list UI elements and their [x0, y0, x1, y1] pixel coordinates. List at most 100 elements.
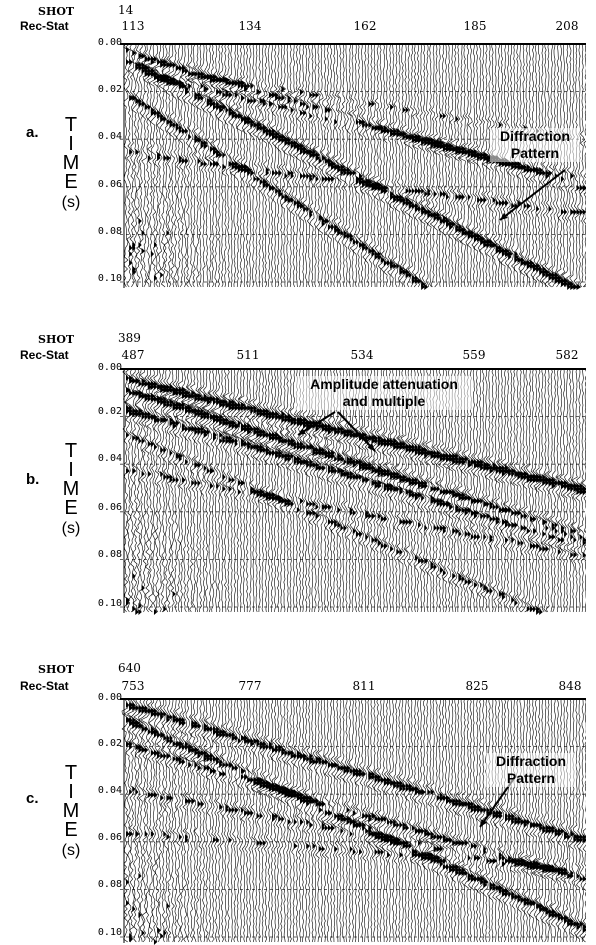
- annotation-line: Diffraction: [500, 128, 570, 144]
- trace-peak-fill: [545, 525, 549, 531]
- trace-peak-fill: [408, 272, 412, 278]
- trace-peak-fill: [371, 251, 375, 257]
- seismic-trace: [533, 698, 548, 943]
- trace-peak-fill: [505, 522, 509, 528]
- trace-peak-fill: [492, 813, 497, 819]
- trace-peak-fill: [321, 504, 327, 510]
- trace-peak-fill: [185, 744, 189, 750]
- axis-unit: (s): [61, 194, 81, 211]
- trace-peak-fill: [473, 534, 478, 540]
- seismic-trace: [165, 698, 173, 943]
- trace-peak-fill: [129, 720, 135, 726]
- trace-peak-fill: [508, 254, 512, 260]
- trace-peak-fill: [327, 810, 333, 816]
- trace-peak-fill: [526, 900, 532, 906]
- trace-peak-fill: [480, 582, 484, 588]
- trace-peak-fill: [383, 516, 388, 522]
- trace-peak-fill: [411, 492, 416, 498]
- trace-peak-fill: [390, 194, 395, 200]
- trace-peak-fill: [197, 137, 202, 143]
- trace-peak-fill: [421, 483, 427, 489]
- trace-peak-fill: [542, 519, 548, 525]
- trace-peak-fill: [464, 801, 469, 807]
- seismic-trace: [457, 699, 466, 943]
- trace-peak-fill: [144, 708, 149, 714]
- seismic-trace: [468, 43, 480, 288]
- trace-peak-fill: [368, 435, 374, 441]
- trace-peak-fill: [554, 528, 559, 534]
- trace-peak-fill: [132, 723, 136, 729]
- trace-peak-fill: [265, 414, 270, 420]
- seismic-trace: [367, 43, 378, 288]
- annotation-line: Diffraction: [496, 753, 566, 769]
- trace-peak-fill: [545, 173, 550, 179]
- axis-title-letter: M: [62, 800, 80, 822]
- trace-peak-fill: [511, 164, 515, 170]
- trace-peak-fill: [418, 558, 422, 564]
- trace-peak-fill: [287, 456, 292, 462]
- trace-peak-fill: [477, 498, 482, 504]
- trace-peak-fill: [517, 510, 522, 516]
- trace-peak-fill: [359, 179, 364, 185]
- trace-peak-fill: [424, 191, 428, 197]
- trace-peak-fill: [439, 846, 444, 852]
- time-tick-label: 0.10: [97, 927, 122, 938]
- trace-peak-fill: [439, 489, 444, 495]
- trace-peak-fill: [402, 200, 407, 206]
- seismic-trace: [488, 368, 499, 613]
- trace-peak-fill: [430, 564, 435, 570]
- trace-peak-fill: [181, 128, 186, 134]
- trace-peak-fill: [337, 765, 342, 771]
- seismic-trace: [458, 43, 469, 288]
- seismic-trace: [493, 698, 503, 943]
- time-tick-label: 0.04: [97, 453, 122, 464]
- trace-peak-fill: [240, 83, 245, 89]
- trace-peak-fill: [436, 501, 441, 507]
- trace-peak-fill: [129, 260, 133, 266]
- trace-peak-fill: [520, 861, 527, 867]
- trace-peak-fill: [433, 143, 439, 149]
- trace-peak-fill: [334, 119, 338, 125]
- trace-peak-fill: [163, 417, 169, 423]
- trace-peak-fill: [284, 140, 289, 146]
- trace-peak-fill: [340, 828, 344, 834]
- seismic-trace: [579, 43, 586, 288]
- trace-peak-fill: [405, 843, 410, 849]
- trace-peak-fill: [318, 465, 323, 471]
- trace-peak-fill: [567, 873, 572, 879]
- trace-peak-fill: [532, 606, 537, 612]
- trace-peak-fill: [275, 95, 279, 101]
- trace-peak-fill: [290, 441, 296, 447]
- trace-peak-fill: [529, 167, 535, 173]
- trace-peak-fill: [303, 149, 308, 155]
- trace-peak-fill: [396, 486, 400, 492]
- trace-peak-fill: [402, 786, 406, 792]
- trace-peak-fill: [340, 765, 345, 771]
- trace-peak-fill: [228, 837, 233, 843]
- trace-peak-fill: [216, 152, 221, 158]
- trace-peak-fill: [141, 53, 146, 59]
- seismic-trace: [264, 698, 276, 943]
- trace-peak-fill: [138, 242, 142, 248]
- rec-stat-label: Rec-Stat: [20, 19, 69, 33]
- trace-peak-fill: [138, 393, 144, 399]
- trace-peak-fill: [473, 843, 478, 849]
- trace-peak-fill: [368, 831, 373, 837]
- trace-peak-fill: [380, 849, 385, 855]
- trace-peak-fill: [169, 80, 175, 86]
- trace-peak-fill: [219, 152, 223, 158]
- trace-peak-fill: [203, 414, 208, 420]
- seismic-trace: [491, 43, 501, 287]
- trace-peak-fill: [390, 486, 394, 492]
- trace-peak-fill: [225, 402, 232, 408]
- seismic-trace: [138, 698, 146, 943]
- trace-peak-fill: [362, 813, 366, 819]
- trace-peak-fill: [551, 525, 556, 531]
- trace-peak-fill: [383, 441, 389, 447]
- trace-peak-fill: [219, 762, 223, 768]
- seismic-trace: [339, 43, 347, 288]
- seismic-trace: [570, 368, 578, 613]
- trace-peak-fill: [321, 759, 327, 765]
- seismic-trace: [154, 698, 161, 943]
- seismic-trace: [480, 368, 489, 613]
